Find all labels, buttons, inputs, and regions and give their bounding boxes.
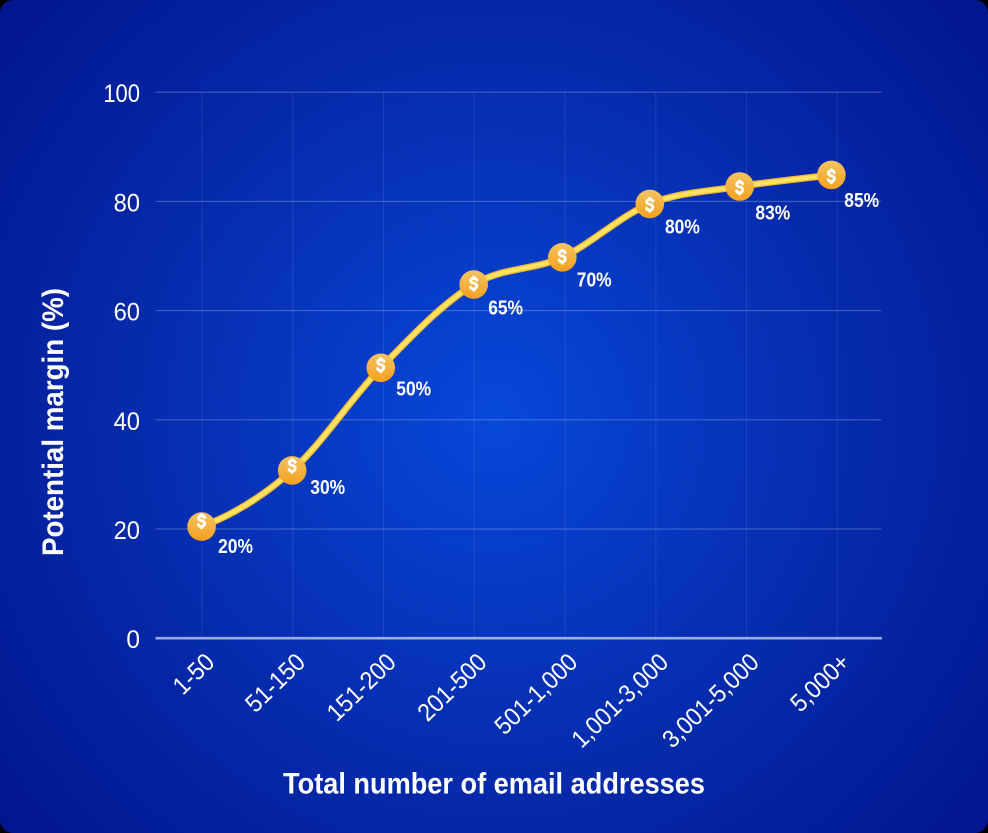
svg-text:Potential margin (%): Potential margin (%): [37, 288, 70, 556]
svg-text:50%: 50%: [396, 377, 431, 399]
svg-text:80: 80: [114, 190, 140, 218]
svg-text:80%: 80%: [665, 215, 700, 237]
svg-text:85%: 85%: [844, 189, 879, 211]
svg-text:83%: 83%: [755, 202, 790, 224]
svg-text:20: 20: [114, 517, 140, 545]
svg-text:0: 0: [126, 627, 140, 654]
svg-text:65%: 65%: [488, 296, 523, 318]
svg-text:20%: 20%: [218, 535, 253, 557]
svg-text:100: 100: [103, 80, 140, 108]
svg-text:60: 60: [114, 299, 140, 327]
svg-text:Total number of email addresse: Total number of email addresses: [283, 767, 705, 801]
svg-text:40: 40: [114, 408, 140, 436]
svg-text:70%: 70%: [577, 268, 612, 290]
svg-text:30%: 30%: [310, 476, 345, 498]
